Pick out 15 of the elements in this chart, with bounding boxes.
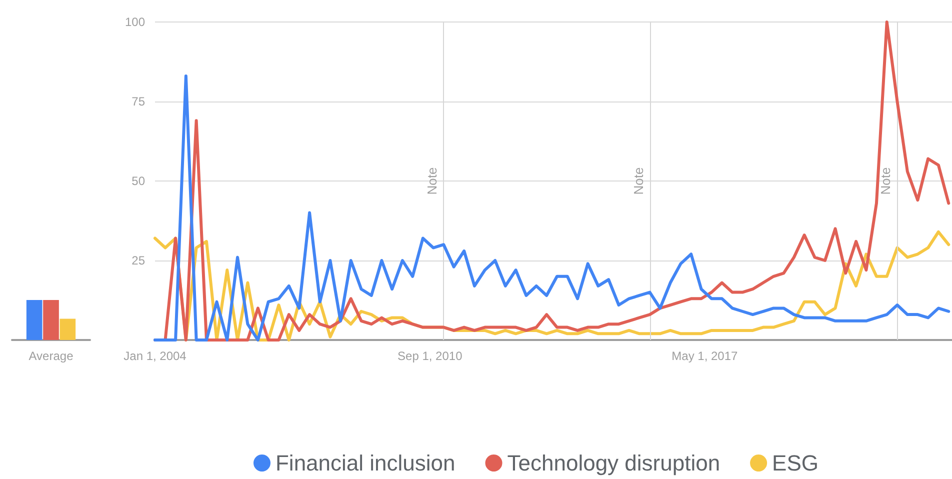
y-tick-label: 50 <box>132 174 146 188</box>
y-tick-label: 75 <box>132 94 146 108</box>
line-series <box>154 74 950 342</box>
x-tick-label: Jan 1, 2004 <box>124 349 187 363</box>
y-tick-label: 25 <box>132 254 146 268</box>
x-tick-label: May 1, 2017 <box>672 349 738 363</box>
x-tick-label: Sep 1, 2010 <box>398 349 463 363</box>
x-tick-label: Average <box>28 349 74 363</box>
y-tick-label: 100 <box>124 15 146 29</box>
ref-line-label: Note <box>424 167 440 195</box>
ref-line-label: Note <box>878 167 894 195</box>
legend-label: Technology disruption <box>507 450 720 476</box>
ref-line-label: Note <box>630 167 646 195</box>
legend-label: ESG <box>772 450 819 476</box>
legend-label: Financial inclusion <box>275 450 456 476</box>
